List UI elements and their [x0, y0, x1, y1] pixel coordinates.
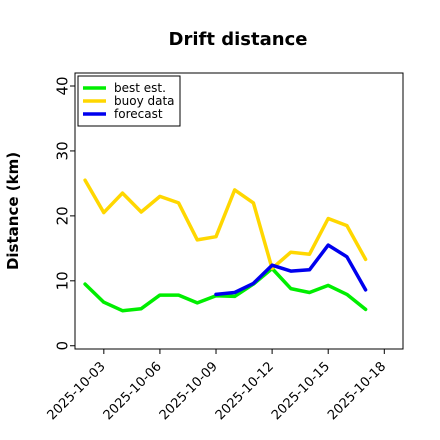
- x-tick-label: 2025-10-15: [269, 359, 333, 423]
- x-tick-label: 2025-10-18: [325, 359, 389, 423]
- series-line-forecast: [214, 243, 368, 297]
- y-tick-label: 40: [53, 76, 71, 95]
- x-tick-label: 2025-10-12: [213, 359, 277, 423]
- plot-frame: [74, 72, 404, 350]
- series-layer: [83, 178, 368, 313]
- chart-title: Drift distance: [169, 29, 308, 50]
- y-tick-label: 20: [53, 206, 71, 225]
- legend: best est. buoy data forecast: [77, 75, 181, 127]
- y-tick-label: 10: [53, 271, 71, 290]
- x-tick-label: 2025-10-06: [101, 359, 165, 423]
- legend-label-best-est: best est.: [114, 81, 166, 95]
- legend-label-buoy-data: buoy data: [114, 94, 175, 108]
- x-axis-ticks: 2025-10-032025-10-062025-10-092025-10-12…: [45, 349, 389, 423]
- y-axis-ticks: 0 10 20 30 40: [53, 76, 75, 351]
- legend-label-forecast: forecast: [114, 107, 163, 121]
- series-line-best-est: [83, 266, 368, 313]
- y-tick-label: 0: [53, 341, 71, 351]
- x-tick-label: 2025-10-03: [45, 359, 109, 423]
- x-tick-label: 2025-10-09: [157, 359, 221, 423]
- series-line-buoy-data: [83, 178, 368, 271]
- y-axis-label: Distance (km): [4, 152, 22, 270]
- y-tick-label: 30: [53, 141, 71, 160]
